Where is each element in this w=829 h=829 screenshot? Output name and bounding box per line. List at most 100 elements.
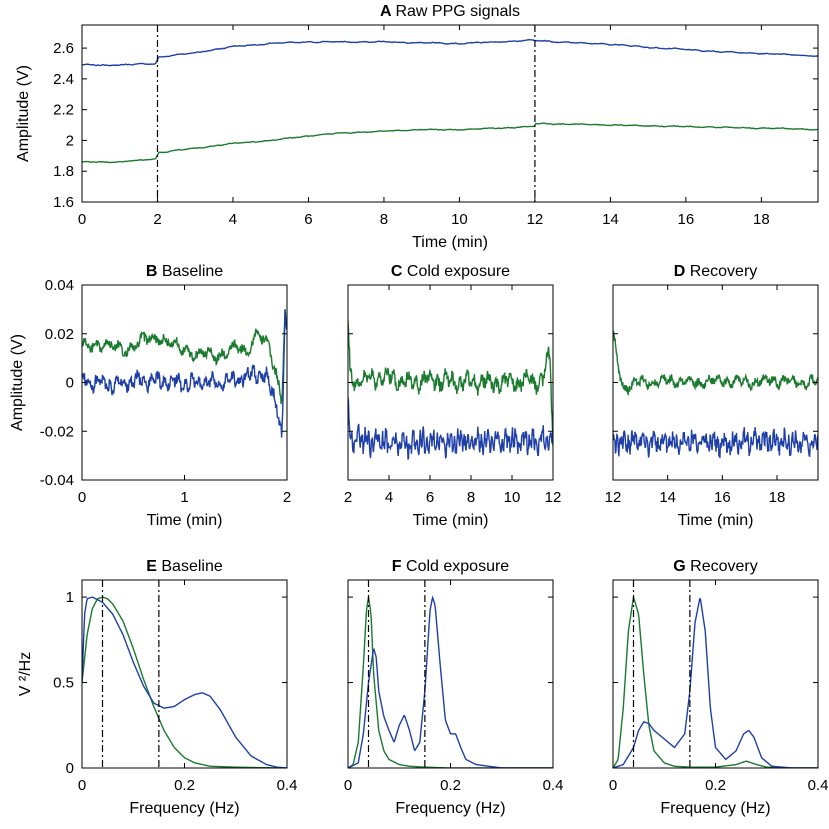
x-tick-label: 14 [602, 211, 619, 228]
x-tick-label: 8 [380, 211, 388, 228]
series-blue-line [613, 427, 818, 459]
y-axis-label: V ²/Hz [17, 652, 34, 696]
panel-title-text: Cold exposure [406, 558, 509, 575]
series-green-line [82, 122, 818, 164]
y-tick-label: 0 [66, 760, 74, 777]
panel-title: B Baseline [146, 263, 223, 280]
series-green-line [82, 596, 287, 768]
y-tick-label: 0.04 [45, 277, 74, 294]
panel-title-text: Recovery [690, 558, 758, 575]
x-tick-label: 0 [78, 489, 86, 506]
x-tick-label: 2 [283, 489, 291, 506]
x-tick-label: 0.2 [440, 777, 461, 794]
x-axis-label: Frequency (Hz) [660, 800, 770, 817]
x-tick-label: 14 [659, 489, 676, 506]
x-tick-label: 0.2 [174, 777, 195, 794]
panel-letter: A [380, 3, 395, 20]
panel-a: 0 2 4 6 8 10 12 14 16 18 1.6 1.8 2 2.2 2.4 2.6 Time (min… [15, 3, 819, 251]
panel-title: F Cold exposure [392, 558, 509, 575]
x-tick-label: 0 [78, 777, 86, 794]
series-blue-line [82, 310, 287, 438]
x-tick-label: 8 [467, 489, 475, 506]
x-tick-label: 0.4 [808, 777, 829, 794]
panel-letter: B [146, 263, 162, 280]
panel-letter: D [674, 263, 690, 280]
panel-title-text: Cold exposure [407, 263, 510, 280]
x-tick-label: 10 [504, 489, 521, 506]
series-green-line [613, 330, 818, 397]
x-tick-label: 18 [753, 211, 770, 228]
series-blue-line [82, 596, 287, 768]
x-tick-label: 12 [527, 211, 544, 228]
panel-title-text: Baseline [162, 263, 223, 280]
x-tick-label: 18 [769, 489, 786, 506]
y-tick-label: 0.5 [53, 675, 74, 692]
panel-title-text: Raw PPG signals [395, 3, 520, 20]
y-tick-label: 1.8 [53, 163, 74, 180]
y-tick-label: 2 [66, 132, 74, 149]
panel-d: 12 14 16 18 Time (min) D Recovery [605, 263, 819, 529]
x-tick-label: 0.2 [705, 777, 726, 794]
y-tick-label: -0.04 [40, 472, 74, 489]
panel-b: 0 1 2 -0.04 -0.02 0 0.02 0.04 Time (min) Amplitud… [9, 263, 291, 529]
panel-letter: C [391, 263, 407, 280]
y-tick-label: 2.2 [53, 102, 74, 119]
x-axis-label: Time (min) [412, 234, 488, 251]
x-tick-label: 4 [385, 489, 393, 506]
x-tick-label: 16 [714, 489, 731, 506]
y-tick-label: -0.02 [40, 423, 74, 440]
x-tick-label: 12 [545, 489, 562, 506]
series-green-line [82, 309, 287, 405]
panel-title-text: Recovery [690, 263, 758, 280]
x-tick-label: 0.4 [543, 777, 564, 794]
x-axis-label: Time (min) [413, 512, 489, 529]
x-tick-label: 10 [451, 211, 468, 228]
panel-title: E Baseline [146, 558, 223, 575]
x-tick-label: 4 [229, 211, 237, 228]
axes-frame [347, 579, 554, 769]
series-blue-line [348, 595, 553, 768]
y-tick-label: 0.02 [45, 326, 74, 343]
y-tick-label: 2.4 [53, 71, 74, 88]
panel-f: 0 0.2 0.4 Frequency (Hz) F Cold exposure [344, 558, 564, 817]
panel-title: D Recovery [674, 263, 758, 280]
panel-title: C Cold exposure [391, 263, 510, 280]
panel-letter: E [146, 558, 161, 575]
y-tick-label: 0 [66, 375, 74, 392]
x-tick-label: 2 [153, 211, 161, 228]
x-tick-label: 0 [609, 777, 617, 794]
x-axis-label: Frequency (Hz) [129, 800, 239, 817]
panel-letter: G [673, 558, 690, 575]
axes-frame [81, 24, 819, 203]
x-tick-label: 12 [605, 489, 622, 506]
panel-letter: F [392, 558, 406, 575]
x-tick-label: 16 [678, 211, 695, 228]
panel-g: 0 0.2 0.4 Frequency (Hz) G Recovery [609, 558, 829, 817]
series-blue-line [82, 39, 818, 67]
x-tick-label: 0 [78, 211, 86, 228]
axes-frame [81, 579, 288, 769]
y-axis-label: Amplitude (V) [9, 334, 26, 431]
panel-title: A Raw PPG signals [380, 3, 520, 20]
series-blue-line [613, 597, 818, 768]
x-tick-label: 0.4 [277, 777, 298, 794]
series-blue-line [348, 397, 553, 460]
x-tick-label: 1 [180, 489, 188, 506]
y-tick-label: 2.6 [53, 40, 74, 57]
panel-title-text: Baseline [161, 558, 222, 575]
x-tick-label: 0 [344, 777, 352, 794]
y-tick-label: 1 [66, 589, 74, 606]
series-green-line [348, 596, 553, 768]
y-tick-label: 1.6 [53, 194, 74, 211]
panel-c: 2 4 6 8 10 12 Time (min) C Cold exposure [344, 263, 562, 529]
panel-title: G Recovery [673, 558, 757, 575]
y-axis-label: Amplitude (V) [15, 65, 32, 162]
x-axis-label: Time (min) [678, 512, 754, 529]
x-axis-label: Frequency (Hz) [395, 800, 505, 817]
x-tick-label: 2 [344, 489, 352, 506]
panel-e: 0 0.2 0.4 0 0.5 1 Frequency (Hz) V ²/Hz E Baseli… [17, 558, 297, 817]
x-tick-label: 6 [304, 211, 312, 228]
x-axis-label: Time (min) [147, 512, 223, 529]
x-tick-label: 6 [426, 489, 434, 506]
